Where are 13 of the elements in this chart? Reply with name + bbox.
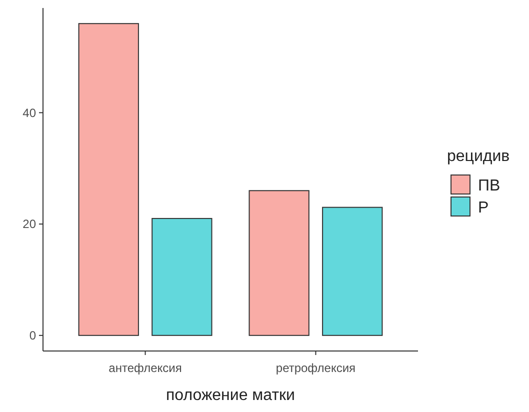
bar <box>78 23 139 336</box>
legend-label: ПВ <box>478 178 500 195</box>
bar <box>152 218 212 336</box>
x-tick-label: ретрофлексия <box>276 361 356 376</box>
x-tick-label: антефлексия <box>108 361 182 376</box>
legend-label: Р <box>478 200 489 217</box>
bar <box>248 190 310 336</box>
y-tick-label: 0 <box>29 328 36 343</box>
bar <box>322 206 383 336</box>
y-tick-label: 20 <box>22 217 36 232</box>
y-tick-label: 40 <box>22 106 36 120</box>
legend-title: рецидив <box>447 148 510 165</box>
x-axis-title: положение матки <box>166 387 295 404</box>
